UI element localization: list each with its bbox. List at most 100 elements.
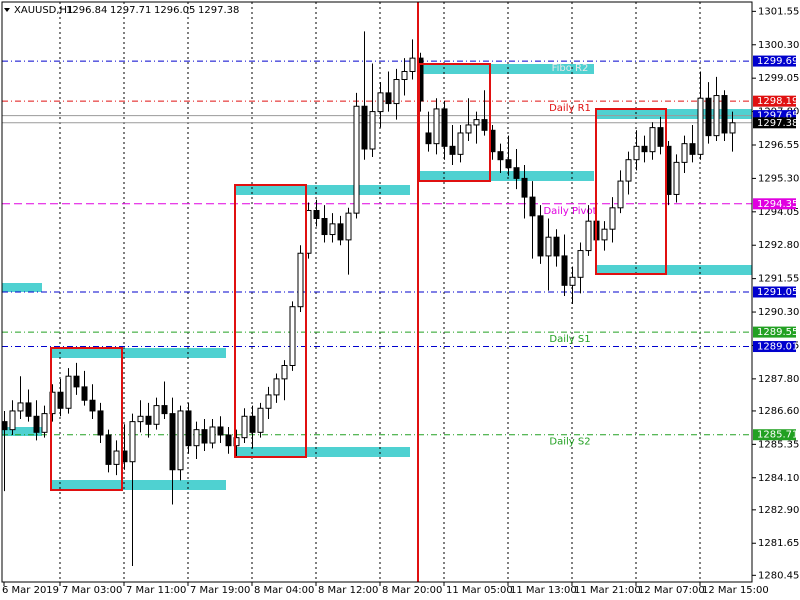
candle-body (689, 143, 696, 155)
zone (419, 171, 594, 181)
ohlc-value: 1296.05 (154, 5, 195, 16)
level-label-box (753, 198, 796, 210)
candle-body (337, 223, 344, 241)
candle-body (217, 426, 224, 436)
candle-body (289, 306, 296, 367)
candle-body (457, 132, 464, 155)
candle-body (673, 161, 680, 195)
candle-body (697, 97, 704, 155)
candle-body (97, 410, 104, 436)
candle-body (713, 95, 720, 137)
candle-body (81, 386, 88, 401)
candle-body (625, 159, 632, 182)
candle-body (561, 255, 568, 286)
zone (596, 109, 752, 119)
candle-body (161, 405, 168, 415)
candle-body (129, 421, 136, 463)
x-tick-label: 11 Mar 21:00 (574, 585, 641, 596)
level-label: 1289.55 (757, 327, 798, 338)
candle-body (553, 236, 560, 257)
x-tick-label: 7 Mar 19:00 (190, 585, 250, 596)
y-tick-label: 1282.90 (758, 505, 799, 516)
level-name: Daily S1 (549, 334, 590, 345)
candle-body (113, 450, 120, 465)
level-name: Fibo R2 (552, 63, 589, 74)
zone (2, 283, 42, 292)
candle-body (177, 410, 184, 471)
session-box (595, 108, 667, 275)
candle-body (193, 429, 200, 447)
x-tick-label: 7 Mar 03:00 (62, 585, 122, 596)
candle-body (473, 119, 480, 126)
session-boxes (50, 2, 667, 582)
candle-body (393, 79, 400, 105)
y-tick-label: 1299.05 (758, 73, 799, 84)
x-tick-label: 7 Mar 11:00 (126, 585, 186, 596)
candle-body (521, 177, 528, 198)
candle-body (33, 415, 40, 433)
candle-body (609, 207, 616, 230)
x-tick-label: 11 Mar 13:00 (510, 585, 577, 596)
y-tick-label: 1287.80 (758, 374, 799, 385)
candle-body (273, 378, 280, 396)
level-label-box (753, 95, 796, 107)
candle-body (297, 252, 304, 308)
candle-body (225, 434, 232, 447)
y-tick-label: 1294.05 (758, 207, 799, 218)
zones (2, 64, 752, 490)
candle-body (449, 145, 456, 155)
candle-body (1, 421, 8, 431)
level-label: 1285.71 (757, 430, 798, 441)
y-tick-label: 1285.35 (758, 439, 799, 450)
ohlc-value: 1297.38 (198, 5, 239, 16)
candles (1, 31, 736, 566)
zone (596, 265, 752, 275)
candle-body (641, 145, 648, 153)
x-tick-label: 11 Mar 05:00 (446, 585, 513, 596)
candle-body (513, 167, 520, 179)
x-tick-label: 8 Mar 04:00 (254, 585, 314, 596)
y-tick-label: 1284.10 (758, 473, 799, 484)
ohlc-value: 1296.84 (66, 5, 107, 16)
y-tick-label: 1296.55 (758, 140, 799, 151)
candle-body (169, 413, 176, 471)
candle-body (137, 415, 144, 423)
level-label-box (753, 429, 796, 441)
level-label: 1298.19 (757, 96, 798, 107)
zone (235, 447, 410, 457)
candle-body (241, 415, 248, 439)
level-label-box (753, 55, 796, 67)
level-label: 1289.01 (757, 342, 798, 353)
candle-body (577, 250, 584, 278)
plot-frame (1, 1, 753, 583)
y-tick-label: 1286.60 (758, 406, 799, 417)
x-tick-label: 12 Mar 15:00 (702, 585, 769, 596)
level-label: 1294.35 (757, 199, 798, 210)
candle-body (321, 217, 328, 236)
candle-body (377, 92, 384, 113)
candle-body (153, 405, 160, 425)
candle-body (705, 97, 712, 137)
symbol: XAUUSD,H1 (14, 5, 73, 16)
candle-body (545, 236, 552, 257)
level-label: 1297.65 (757, 111, 798, 122)
candle-body (401, 70, 408, 81)
candle-body (569, 276, 576, 286)
level-label: 1291.05 (757, 287, 798, 298)
y-tick-label: 1300.30 (758, 40, 799, 51)
candle-body (145, 415, 152, 425)
candle-body (17, 402, 24, 412)
levels: Fibo R2 Daily R1 Daily Pivot Daily S1 Daily … (2, 60, 752, 448)
candle-body (657, 127, 664, 147)
candle-body (505, 159, 512, 169)
zone (52, 348, 226, 358)
candle-body (721, 95, 728, 134)
y-tick-label: 1291.55 (758, 274, 799, 285)
x-tick-label: 8 Mar 12:00 (318, 585, 378, 596)
session-box (50, 347, 123, 491)
candle-body (257, 407, 264, 433)
candle-body (601, 228, 608, 241)
x-tick-label: 6 Mar 2019 (2, 585, 59, 596)
